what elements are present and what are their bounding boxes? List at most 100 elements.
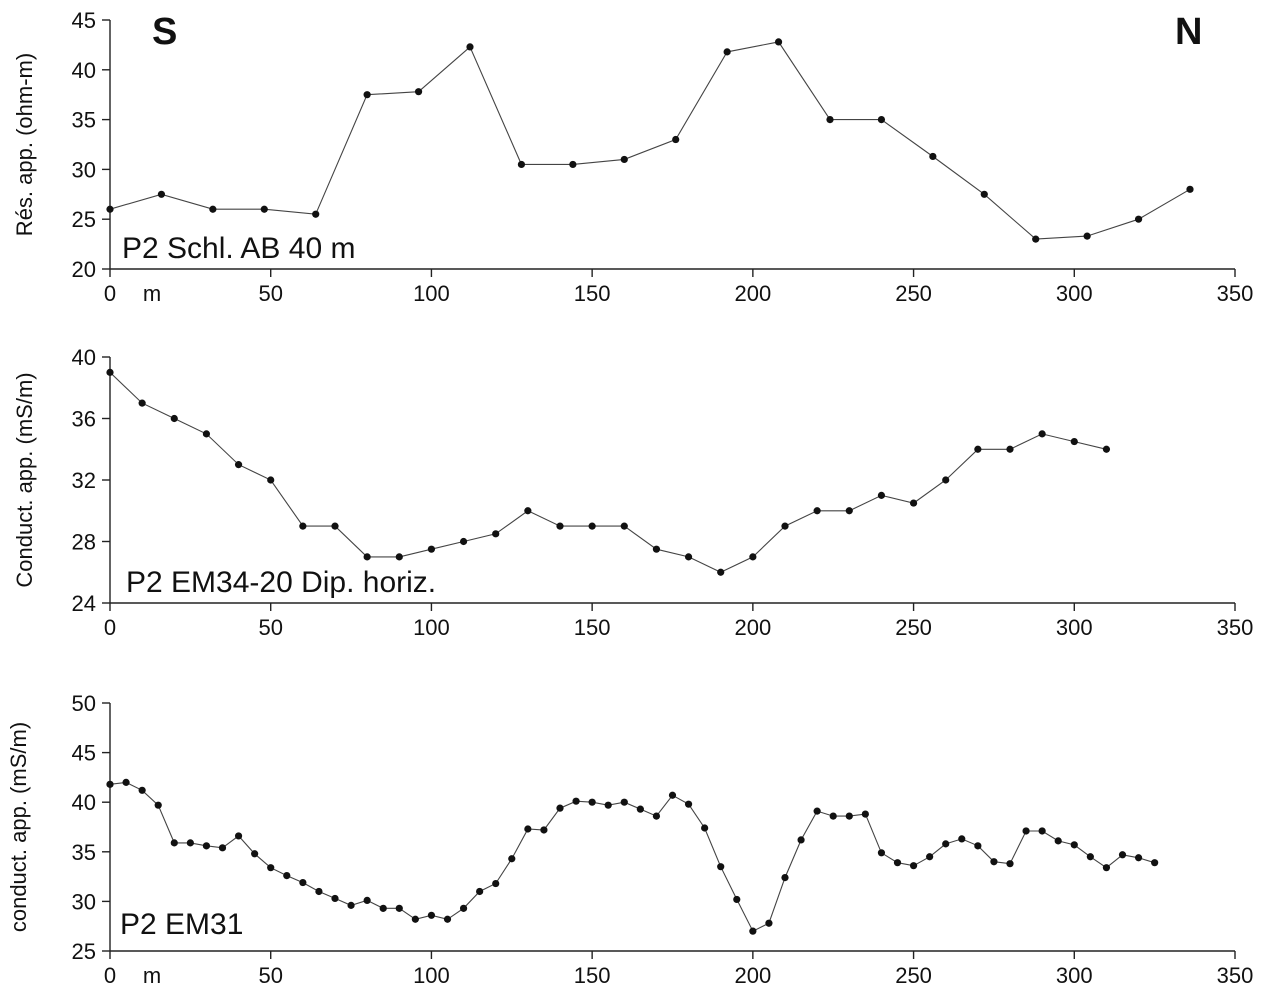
data-point: [170, 414, 178, 423]
data-point: [1038, 827, 1046, 835]
x-tick-label: 200: [734, 615, 771, 640]
data-point: [154, 801, 162, 809]
data-point: [267, 864, 275, 872]
data-point: [427, 545, 436, 553]
data-point: [1083, 232, 1091, 240]
y-tick-label: 40: [72, 58, 96, 83]
data-point: [572, 797, 580, 805]
data-point: [106, 368, 114, 376]
data-point: [138, 786, 146, 794]
y-tick-label: 20: [72, 257, 96, 282]
data-point: [826, 116, 834, 124]
y-axis-title: conduct. app. (mS/m): [6, 722, 31, 932]
data-point: [1022, 827, 1030, 835]
series-line: [109, 781, 1155, 932]
x-tick-label: 150: [574, 281, 611, 306]
x-tick-label: 200: [734, 963, 771, 988]
data-point: [829, 812, 837, 820]
y-tick-label: 40: [72, 345, 96, 370]
data-point: [157, 190, 166, 198]
data-point: [974, 842, 982, 850]
data-point: [877, 849, 886, 857]
data-point: [1102, 445, 1111, 453]
data-point: [717, 863, 725, 871]
data-point: [492, 879, 500, 888]
x-tick-label: 300: [1056, 615, 1093, 640]
data-point: [122, 778, 130, 786]
data-point: [668, 791, 677, 799]
data-point: [186, 839, 194, 847]
data-point: [459, 904, 468, 912]
data-point: [909, 499, 918, 507]
data-point: [929, 152, 937, 161]
x-tick-label: 250: [895, 963, 932, 988]
y-tick-label: 45: [72, 8, 96, 33]
data-point: [781, 873, 789, 882]
data-point: [1070, 841, 1078, 849]
x-tick-label: 0: [104, 615, 116, 640]
data-point: [701, 824, 709, 832]
x-tick-label: 50: [258, 963, 282, 988]
data-point: [331, 522, 339, 530]
direction-label-south: S: [152, 11, 177, 53]
data-point: [749, 553, 757, 561]
chart-panel-2: 24 28 32 36 40 0 50 100 150 200 250 300 350 Conduct. …: [12, 345, 1253, 640]
data-point: [636, 805, 644, 813]
data-point: [379, 904, 387, 912]
y-tick-label: 24: [72, 591, 96, 616]
y-tick-label: 25: [72, 939, 96, 964]
data-point: [363, 91, 371, 99]
data-point: [926, 853, 934, 861]
data-point: [980, 190, 988, 198]
data-point: [540, 826, 548, 834]
x-tick-label: 100: [413, 615, 450, 640]
x-unit-label: m: [143, 281, 161, 306]
data-point: [620, 798, 628, 806]
x-tick-label: 250: [895, 615, 932, 640]
data-point: [765, 919, 773, 927]
x-tick-label: 0: [104, 281, 116, 306]
data-point: [411, 915, 419, 923]
data-point: [723, 48, 731, 56]
data-point: [877, 116, 886, 124]
data-point: [363, 553, 371, 561]
data-point: [299, 522, 307, 530]
panel-label: P2 EM31: [120, 908, 243, 941]
data-point: [684, 553, 693, 561]
x-tick-label: 50: [258, 281, 282, 306]
y-tick-label: 25: [72, 207, 96, 232]
data-point: [1186, 185, 1194, 193]
data-point: [395, 904, 403, 912]
data-point: [209, 205, 217, 213]
data-point: [517, 160, 526, 169]
data-point: [427, 911, 436, 919]
y-tick-label: 32: [72, 468, 96, 493]
x-tick-label: 100: [413, 963, 450, 988]
data-point: [1070, 437, 1078, 446]
data-point: [170, 839, 178, 847]
data-point: [459, 537, 468, 546]
x-tick-label: 350: [1217, 281, 1254, 306]
data-point: [974, 445, 982, 453]
data-point: [312, 210, 320, 218]
direction-label-north: N: [1175, 11, 1202, 53]
data-point: [315, 887, 323, 896]
y-tick-label: 30: [72, 157, 96, 182]
x-tick-label: 0: [104, 963, 116, 988]
data-point: [893, 859, 902, 867]
data-point: [260, 205, 268, 213]
data-point: [476, 887, 484, 896]
data-point: [1032, 235, 1040, 243]
x-unit-label: m: [143, 963, 161, 988]
data-point: [347, 901, 355, 909]
data-point: [556, 804, 564, 812]
data-point: [443, 915, 452, 923]
x-tick-label: 150: [574, 963, 611, 988]
data-point: [909, 862, 918, 870]
series-line: [109, 41, 1191, 240]
data-point: [466, 43, 474, 51]
data-point: [331, 894, 339, 903]
data-point: [958, 835, 966, 843]
data-point: [1086, 853, 1094, 861]
